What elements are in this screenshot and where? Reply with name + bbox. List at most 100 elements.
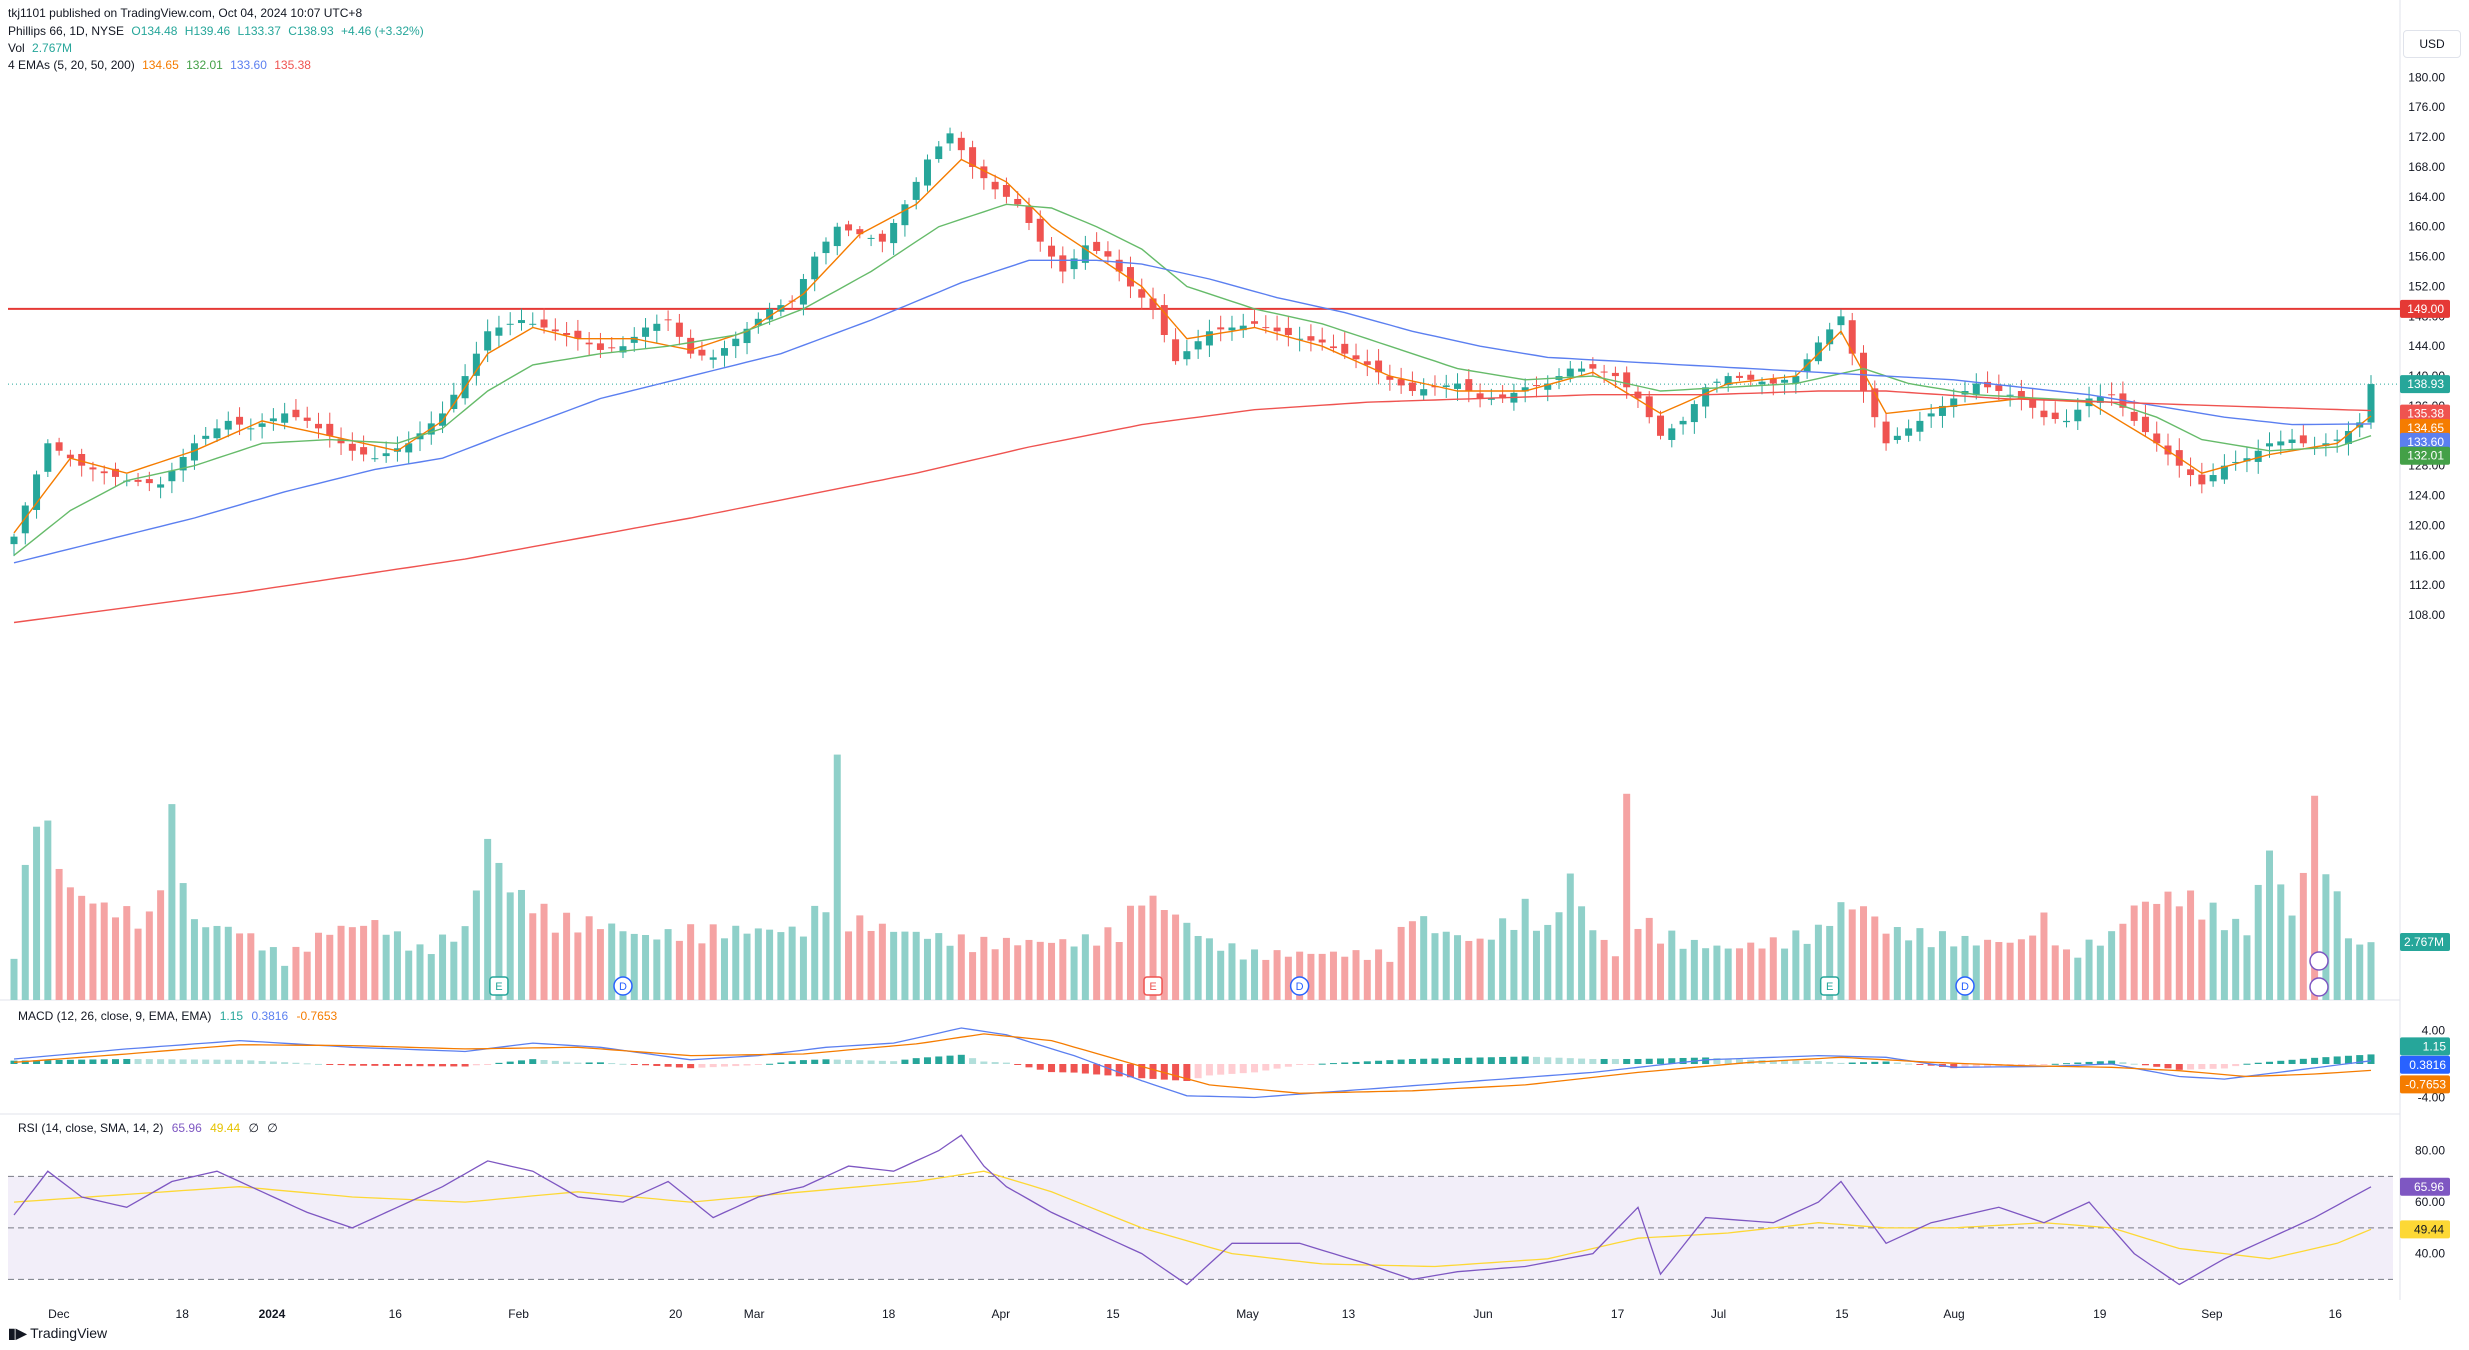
volume-bar: [1702, 948, 1710, 1000]
dividend-marker: [613, 976, 633, 996]
candle-body: [2266, 443, 2273, 447]
x-axis-label: Jun: [1473, 1307, 1492, 1321]
volume-label[interactable]: Vol: [8, 41, 25, 55]
low-value: L133.37: [237, 24, 281, 38]
macd-hist-bar: [157, 1059, 165, 1064]
volume-bar: [1848, 909, 1856, 1000]
macd-hist-bar: [1781, 1060, 1789, 1064]
volume-bar: [450, 941, 458, 1000]
macd-hist-bar: [145, 1059, 153, 1064]
candle-body: [1871, 388, 1879, 418]
macd-hist-bar: [1002, 1062, 1010, 1064]
rsi-ma-value: 49.44: [210, 1121, 241, 1135]
volume-bar: [1363, 959, 1371, 1000]
macd-hist-bar: [2153, 1064, 2161, 1067]
macd-hist-bar: [1104, 1064, 1112, 1076]
candle-body: [1972, 383, 1980, 396]
macd-hist-bar: [1792, 1060, 1800, 1064]
volume-bar: [1972, 945, 1980, 1000]
volume-bar: [709, 924, 717, 1000]
volume-bar: [2333, 891, 2341, 1000]
volume-bar: [1623, 793, 1631, 1000]
macd-signal-value: -0.7653: [296, 1009, 338, 1023]
symbol-name[interactable]: Phillips 66, 1D, NYSE: [8, 24, 125, 38]
macd-hist-bar: [585, 1062, 593, 1064]
candle-body: [1442, 385, 1450, 387]
volume-bar: [1228, 943, 1236, 1000]
candle-body: [190, 443, 198, 461]
volume-bar: [2063, 949, 2071, 1000]
candle-body: [1002, 185, 1010, 197]
macd-hist-bar: [1713, 1058, 1721, 1064]
macd-hist-bar: [348, 1064, 356, 1066]
macd-hist-bar: [2367, 1054, 2375, 1064]
volume-bar: [890, 931, 898, 1000]
currency-button[interactable]: USD: [2403, 30, 2461, 58]
macd-hist-bar: [78, 1059, 86, 1064]
candle-body: [1375, 360, 1383, 373]
macd-hist-bar: [1115, 1064, 1123, 1077]
candle-body: [55, 442, 63, 451]
volume-bar: [2130, 905, 2138, 1000]
candle-body: [1183, 351, 1191, 360]
volume-bar: [123, 906, 131, 1000]
candle-body: [1081, 245, 1089, 263]
ema-label[interactable]: 4 EMAs (5, 20, 50, 200): [8, 58, 135, 72]
rsi-label[interactable]: RSI (14, close, SMA, 14, 2): [18, 1121, 164, 1135]
candle-body: [506, 323, 514, 325]
macd-hist-bar: [472, 1064, 480, 1066]
price-tick-label: 180.00: [2408, 70, 2445, 84]
volume-bars: [10, 754, 2375, 1000]
macd-hist-bar: [303, 1063, 311, 1065]
macd-label[interactable]: MACD (12, 26, close, 9, EMA, EMA): [18, 1009, 212, 1023]
volume-bar: [1149, 895, 1157, 1000]
volume-bar: [1454, 935, 1462, 1000]
candle-body: [1837, 316, 1845, 326]
volume-bar: [2311, 795, 2319, 1000]
volume-bar: [1487, 939, 1495, 1000]
candle-body: [89, 467, 97, 470]
macd-hist-bar: [1329, 1063, 1337, 1065]
volume-bar: [1002, 937, 1010, 1000]
candle-body: [2254, 450, 2262, 462]
macd-hist-bar: [1070, 1064, 1078, 1073]
price-tag-label: 138.93: [2407, 377, 2444, 391]
x-axis-label: Aug: [1943, 1307, 1964, 1321]
candle-body: [112, 468, 119, 477]
volume-bar: [969, 952, 977, 1000]
macd-hist-bar: [1668, 1058, 1676, 1064]
price-tick-label: 108.00: [2408, 608, 2445, 622]
macd-hist-bar: [1532, 1056, 1540, 1064]
volume-bar: [1679, 948, 1687, 1000]
x-axis-label: 16: [2329, 1307, 2343, 1321]
candle-body: [709, 357, 717, 360]
candle-body: [608, 347, 616, 349]
volume-bar: [326, 934, 334, 1000]
candle-body: [1995, 385, 2003, 392]
volume-bar: [292, 946, 300, 1000]
macd-hist-bar: [314, 1063, 322, 1065]
candle-body: [1611, 372, 1619, 377]
macd-hist-bar: [405, 1064, 413, 1067]
price-tick-label: 176.00: [2408, 100, 2445, 114]
macd-hist-bar: [450, 1064, 458, 1067]
volume-bar: [1938, 931, 1946, 1000]
volume-bar: [1544, 924, 1552, 1000]
volume-bar: [1803, 943, 1811, 1000]
macd-hist-bar: [1251, 1064, 1259, 1073]
volume-bar: [1341, 956, 1349, 1000]
candle-body: [2277, 441, 2285, 446]
macd-hist-bar: [1961, 1064, 1969, 1068]
volume-bar: [1386, 961, 1394, 1000]
volume-bar: [1352, 950, 1360, 1000]
macd-hist-bar: [991, 1062, 999, 1064]
candle-body: [472, 353, 480, 376]
rsi-price-tag: [2400, 1177, 2450, 1196]
macd-hist-bar: [720, 1064, 728, 1067]
volume-bar: [619, 931, 627, 1000]
macd-hist-bar: [100, 1059, 108, 1064]
event-marker-label: D: [1296, 981, 1304, 993]
macd-hist-bar: [1093, 1064, 1101, 1075]
candle-body: [1623, 372, 1631, 388]
